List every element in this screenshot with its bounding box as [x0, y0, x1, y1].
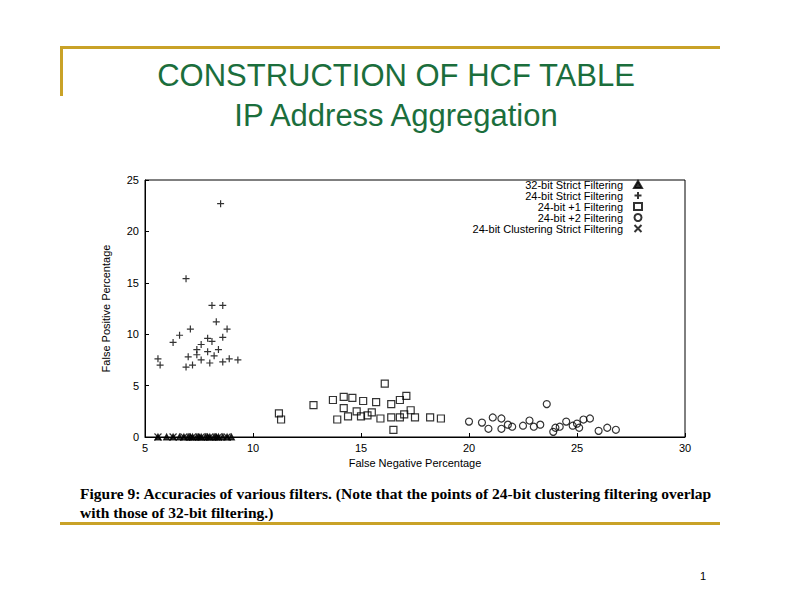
- html-text:Figure 9: Accuracies of variou: Figure 9: Accuracies of various filters.…: [80, 485, 712, 521]
- html-text:1: 1: [700, 570, 707, 582]
- svg-text:10: 10: [127, 328, 139, 340]
- svg-text:25: 25: [571, 442, 583, 454]
- svg-text:False Negative Percentage: False Negative Percentage: [349, 457, 482, 469]
- svg-text:5: 5: [142, 442, 148, 454]
- svg-text:25: 25: [127, 174, 139, 186]
- svg-text:15: 15: [355, 442, 367, 454]
- svg-text:20: 20: [127, 225, 139, 237]
- svg-text:20: 20: [463, 442, 475, 454]
- svg-text:False Positive Percentage: False Positive Percentage: [100, 245, 112, 373]
- svg-text:5: 5: [133, 380, 139, 392]
- svg-text:15: 15: [127, 277, 139, 289]
- svg-text:24-bit +1 Filtering: 24-bit +1 Filtering: [537, 200, 623, 213]
- html-text:IP Address Aggregation: IP Address Aggregation: [234, 98, 558, 133]
- svg-text:32-bit Strict Filtering: 32-bit Strict Filtering: [525, 178, 623, 191]
- svg-text:10: 10: [247, 442, 259, 454]
- svg-text:24-bit Strict Filtering: 24-bit Strict Filtering: [525, 189, 623, 202]
- svg-text:0: 0: [133, 431, 139, 443]
- svg-text:30: 30: [679, 442, 691, 454]
- svg-text:24-bit Clustering Strict Filte: 24-bit Clustering Strict Filtering: [473, 223, 623, 235]
- svg-text:24-bit +2 Filtering: 24-bit +2 Filtering: [537, 211, 623, 224]
- html-text:CONSTRUCTION OF HCF TABLE: CONSTRUCTION OF HCF TABLE: [157, 58, 635, 93]
